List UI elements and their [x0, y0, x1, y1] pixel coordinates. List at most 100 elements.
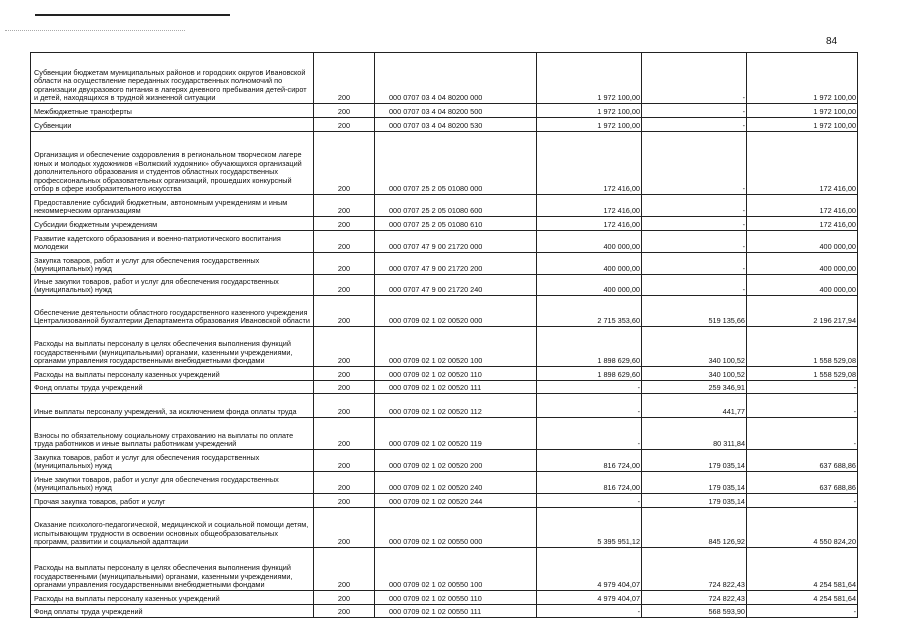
row-unexecuted: 4 254 581,64 — [746, 547, 858, 591]
row-executed: 179 035,14 — [641, 471, 747, 494]
row-unexecuted: 2 196 217,94 — [746, 295, 858, 327]
row-unexecuted: 1 972 100,00 — [746, 52, 858, 104]
row-executed: - — [641, 216, 747, 231]
row-line-code: 200 — [313, 252, 375, 275]
row-line-code: 200 — [313, 493, 375, 508]
row-unexecuted: 172 416,00 — [746, 216, 858, 231]
row-executed: 340 100,52 — [641, 326, 747, 367]
row-approved: - — [536, 604, 642, 618]
table-row: Фонд оплаты труда учреждений 200 000 0709 … — [30, 380, 858, 394]
row-unexecuted: - — [746, 393, 858, 418]
table-row: Фонд оплаты труда учреждений 200 000 0709 … — [30, 604, 858, 618]
row-unexecuted: 1 972 100,00 — [746, 117, 858, 132]
row-name: Развитие кадетского образования и военно… — [30, 230, 314, 253]
row-line-code: 200 — [313, 590, 375, 605]
row-line-code: 200 — [313, 274, 375, 296]
row-approved: 2 715 353,60 — [536, 295, 642, 327]
row-executed: 845 126,92 — [641, 507, 747, 548]
row-budget-code: 000 0709 02 1 02 00520 244 — [374, 493, 537, 508]
row-name: Расходы на выплаты персоналу казенных уч… — [30, 366, 314, 381]
row-line-code: 200 — [313, 380, 375, 394]
table-row: Расходы на выплаты персоналу в целях обе… — [30, 547, 858, 591]
row-executed: - — [641, 131, 747, 195]
row-executed: - — [641, 230, 747, 253]
row-approved: 400 000,00 — [536, 274, 642, 296]
row-budget-code: 000 0709 02 1 02 00550 000 — [374, 507, 537, 548]
row-line-code: 200 — [313, 547, 375, 591]
row-line-code: 200 — [313, 604, 375, 618]
row-unexecuted: 637 688,86 — [746, 449, 858, 472]
row-executed: 519 135,66 — [641, 295, 747, 327]
row-line-code: 200 — [313, 52, 375, 104]
row-line-code: 200 — [313, 117, 375, 132]
row-executed: 724 822,43 — [641, 590, 747, 605]
row-budget-code: 000 0709 02 1 02 00520 119 — [374, 417, 537, 450]
row-name: Фонд оплаты труда учреждений — [30, 380, 314, 394]
row-executed: 340 100,52 — [641, 366, 747, 381]
row-approved: 1 972 100,00 — [536, 52, 642, 104]
row-approved: - — [536, 417, 642, 450]
row-executed: 568 593,90 — [641, 604, 747, 618]
row-line-code: 200 — [313, 131, 375, 195]
row-name: Обеспечение деятельности областного госу… — [30, 295, 314, 327]
row-budget-code: 000 0707 25 2 05 01080 000 — [374, 131, 537, 195]
row-line-code: 200 — [313, 393, 375, 418]
row-executed: 724 822,43 — [641, 547, 747, 591]
row-unexecuted: 400 000,00 — [746, 274, 858, 296]
row-executed: - — [641, 252, 747, 275]
row-line-code: 200 — [313, 471, 375, 494]
row-budget-code: 000 0707 47 9 00 21720 000 — [374, 230, 537, 253]
row-name: Предоставление субсидий бюджетным, автон… — [30, 194, 314, 217]
row-unexecuted: - — [746, 417, 858, 450]
row-approved: 172 416,00 — [536, 131, 642, 195]
row-line-code: 200 — [313, 417, 375, 450]
table-row: Закупка товаров, работ и услуг для обесп… — [30, 252, 858, 275]
header-rule — [35, 14, 230, 16]
row-approved: - — [536, 393, 642, 418]
table-row: Субвенции бюджетам муниципальных районов… — [30, 52, 858, 104]
table-row: Организация и обеспечение оздоровления в… — [30, 131, 858, 195]
row-budget-code: 000 0709 02 1 02 00520 200 — [374, 449, 537, 472]
row-executed: 179 035,14 — [641, 493, 747, 508]
row-name: Субвенции бюджетам муниципальных районов… — [30, 52, 314, 104]
row-approved: 1 898 629,60 — [536, 326, 642, 367]
row-unexecuted: 637 688,86 — [746, 471, 858, 494]
row-unexecuted: - — [746, 604, 858, 618]
row-line-code: 200 — [313, 295, 375, 327]
row-approved: 816 724,00 — [536, 471, 642, 494]
table-row: Расходы на выплаты персоналу в целях обе… — [30, 326, 858, 367]
row-unexecuted: 1 558 529,08 — [746, 366, 858, 381]
row-executed: - — [641, 194, 747, 217]
row-unexecuted: - — [746, 493, 858, 508]
row-approved: 1 898 629,60 — [536, 366, 642, 381]
row-name: Закупка товаров, работ и услуг для обесп… — [30, 449, 314, 472]
row-name: Субвенции — [30, 117, 314, 132]
row-budget-code: 000 0709 02 1 02 00550 111 — [374, 604, 537, 618]
table-row: Предоставление субсидий бюджетным, автон… — [30, 194, 858, 217]
row-name: Расходы на выплаты персоналу казенных уч… — [30, 590, 314, 605]
row-approved: 4 979 404,07 — [536, 590, 642, 605]
table-row: Взносы по обязательному социальному стра… — [30, 417, 858, 450]
row-name: Иные закупки товаров, работ и услуг для … — [30, 471, 314, 494]
row-approved: 816 724,00 — [536, 449, 642, 472]
table-row: Иные закупки товаров, работ и услуг для … — [30, 274, 858, 296]
row-unexecuted: 172 416,00 — [746, 131, 858, 195]
table-row: Субсидии бюджетным учреждениям 200 000 070… — [30, 216, 858, 231]
table-row: Оказание психолого-педагогической, медиц… — [30, 507, 858, 548]
row-line-code: 200 — [313, 230, 375, 253]
row-name: Прочая закупка товаров, работ и услуг — [30, 493, 314, 508]
row-approved: 5 395 951,12 — [536, 507, 642, 548]
row-budget-code: 000 0709 02 1 02 00520 112 — [374, 393, 537, 418]
row-budget-code: 000 0709 02 1 02 00520 000 — [374, 295, 537, 327]
row-unexecuted: 400 000,00 — [746, 252, 858, 275]
row-approved: 1 972 100,00 — [536, 117, 642, 132]
table-row: Обеспечение деятельности областного госу… — [30, 295, 858, 327]
row-budget-code: 000 0707 47 9 00 21720 240 — [374, 274, 537, 296]
row-approved: 1 972 100,00 — [536, 103, 642, 118]
row-name: Взносы по обязательному социальному стра… — [30, 417, 314, 450]
row-approved: 400 000,00 — [536, 230, 642, 253]
row-line-code: 200 — [313, 216, 375, 231]
row-executed: - — [641, 117, 747, 132]
row-unexecuted: 4 550 824,20 — [746, 507, 858, 548]
row-budget-code: 000 0707 47 9 00 21720 200 — [374, 252, 537, 275]
